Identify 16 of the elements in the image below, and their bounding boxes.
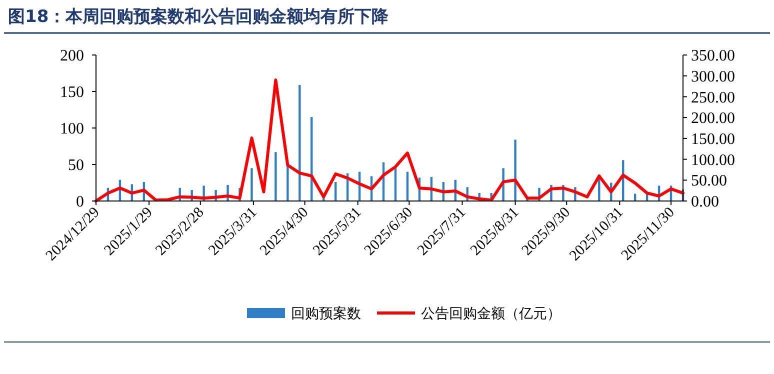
legend-label: 公告回购金额（亿元） [421, 306, 561, 322]
y2-tick-label: 100.00 [691, 152, 735, 169]
y-tick-label: 0 [76, 194, 84, 211]
y-tick-label: 200 [60, 48, 84, 65]
y2-tick-label: 200.00 [691, 110, 735, 128]
y-tick-label: 50 [68, 157, 84, 174]
y2-tick-label: 350.00 [691, 48, 735, 65]
y2-tick-label: 300.00 [691, 68, 735, 86]
legend-label: 回购预案数 [291, 304, 361, 322]
y2-tick-label: 0.00 [691, 194, 719, 211]
y-tick-label: 100 [60, 120, 84, 138]
chart-title: 图18：本周回购预案数和公告回购金额均有所下降 [8, 6, 390, 27]
y2-tick-label: 150.00 [691, 131, 735, 148]
y-tick-label: 150 [60, 84, 84, 102]
y2-tick-label: 250.00 [691, 89, 735, 106]
y2-tick-label: 50.00 [691, 172, 727, 190]
